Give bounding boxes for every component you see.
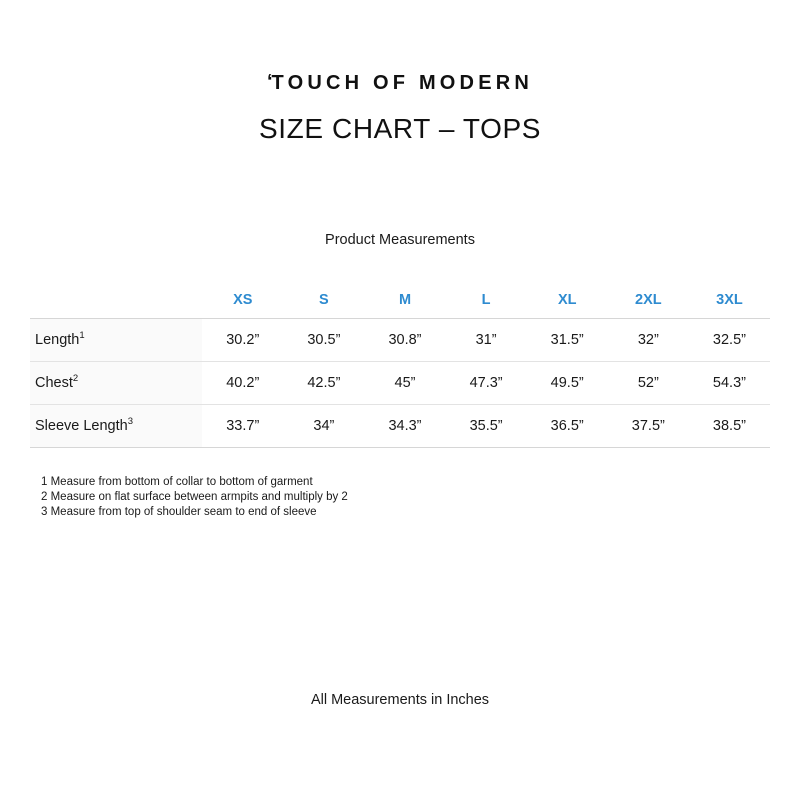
cell-length-l: 31” — [445, 318, 527, 362]
cell-sleeve-l: 35.5” — [445, 404, 527, 448]
table-corner-cell — [30, 282, 202, 319]
table-row: Sleeve Length3 33.7” 34” 34.3” 35.5” 36.… — [30, 404, 770, 448]
footnote-3: 3 Measure from top of shoulder seam to e… — [41, 505, 317, 518]
cell-sleeve-2xl: 37.5” — [607, 404, 689, 448]
cell-sleeve-xs: 33.7” — [202, 404, 284, 448]
column-header-xs: XS — [233, 292, 253, 308]
cell-length-xs: 30.2” — [202, 318, 284, 362]
brand-tick-mark: ‘ — [266, 71, 273, 93]
row-label-length: Length1 — [30, 318, 203, 362]
column-header-3xl: 3XL — [716, 292, 743, 308]
brand-logo: ‘TOUCH OF MODERN — [0, 71, 800, 95]
cell-sleeve-xl: 36.5” — [526, 404, 608, 448]
cell-chest-l: 47.3” — [445, 361, 527, 405]
cell-chest-s: 42.5” — [283, 361, 365, 405]
cell-sleeve-s: 34” — [283, 404, 365, 448]
row-label-text: Sleeve Length — [35, 418, 128, 434]
table-row: Length1 30.2” 30.5” 30.8” 31” 31.5” 32” … — [30, 318, 770, 362]
cell-length-m: 30.8” — [364, 318, 446, 362]
footnotes: 1 Measure from bottom of collar to botto… — [41, 475, 348, 519]
column-header-xl: XL — [557, 292, 577, 308]
size-chart-table: XS S M L XL 2XL 3XL Length1 30.2” 30.5” … — [30, 282, 770, 448]
row-label-superscript: 2 — [72, 373, 79, 385]
row-label-superscript: 3 — [127, 416, 134, 428]
cell-sleeve-3xl: 38.5” — [688, 404, 770, 448]
cell-length-s: 30.5” — [283, 318, 365, 362]
cell-length-2xl: 32” — [607, 318, 689, 362]
bottom-note: All Measurements in Inches — [310, 692, 490, 708]
column-header-l: L — [481, 292, 491, 308]
row-label-chest: Chest2 — [30, 361, 203, 405]
cell-sleeve-m: 34.3” — [364, 404, 446, 448]
footnote-1: 1 Measure from bottom of collar to botto… — [41, 476, 313, 488]
cell-chest-m: 45” — [364, 361, 446, 405]
footnote-2: 2 Measure on flat surface between armpit… — [41, 490, 348, 503]
cell-chest-xl: 49.5” — [526, 361, 608, 405]
row-label-sleeve-length: Sleeve Length3 — [30, 404, 203, 448]
cell-length-xl: 31.5” — [526, 318, 608, 362]
row-label-text: Length — [35, 332, 80, 348]
page-title: SIZE CHART – TOPS — [259, 113, 541, 144]
cell-length-3xl: 32.5” — [688, 318, 770, 362]
cell-chest-xs: 40.2” — [202, 361, 284, 405]
cell-chest-2xl: 52” — [607, 361, 689, 405]
row-label-text: Chest — [35, 375, 73, 391]
row-label-superscript: 1 — [79, 330, 85, 342]
brand-name: TOUCH OF MODERN — [271, 72, 534, 94]
column-header-s: S — [319, 292, 329, 308]
table-row: Chest2 40.2” 42.5” 45” 47.3” 49.5” 52” 5… — [30, 361, 770, 405]
cell-chest-3xl: 54.3” — [688, 361, 770, 405]
section-caption: Product Measurements — [325, 232, 475, 248]
table-header-row: XS S M L XL 2XL 3XL — [30, 282, 770, 319]
column-header-2xl: 2XL — [635, 292, 662, 308]
column-header-m: M — [398, 292, 412, 308]
